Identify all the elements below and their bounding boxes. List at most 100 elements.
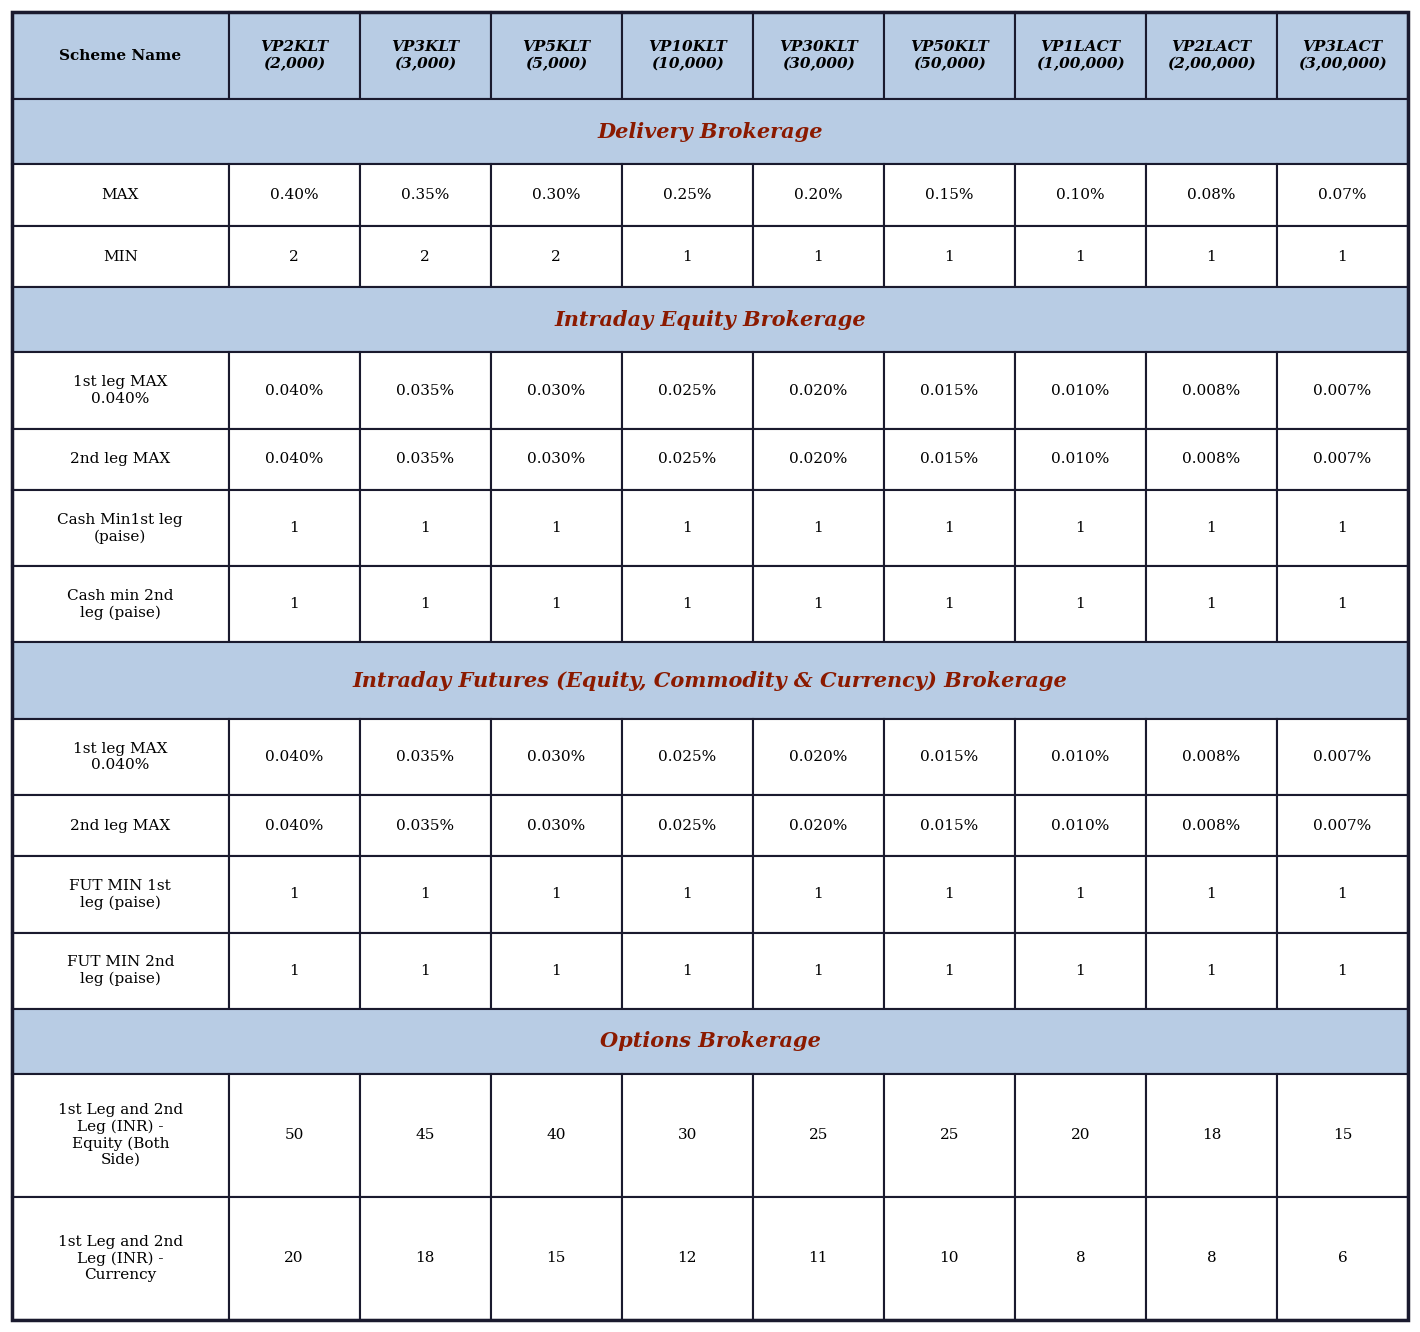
Text: VP3KLT
(3,000): VP3KLT (3,000) (391, 40, 459, 71)
Text: 1: 1 (290, 887, 300, 902)
Bar (753, 566, 883, 642)
Text: 0.35%: 0.35% (400, 188, 449, 202)
Text: 0.008%: 0.008% (1183, 384, 1241, 397)
Text: 0.007%: 0.007% (1314, 384, 1372, 397)
Bar (622, 164, 753, 226)
Bar (1277, 490, 1409, 566)
Bar (229, 164, 359, 226)
Text: 1: 1 (1075, 598, 1085, 611)
Bar (491, 795, 622, 856)
Text: 0.30%: 0.30% (532, 188, 581, 202)
Bar (1146, 719, 1277, 795)
Text: 1: 1 (814, 249, 824, 264)
Bar (359, 932, 491, 1008)
Bar (359, 856, 491, 932)
Bar (883, 566, 1015, 642)
Text: VP10KLT
(10,000): VP10KLT (10,000) (648, 40, 727, 71)
Text: 0.025%: 0.025% (657, 750, 716, 763)
Text: 0.025%: 0.025% (657, 819, 716, 832)
Text: VP2KLT
(2,000): VP2KLT (2,000) (260, 40, 328, 71)
Text: 25: 25 (940, 1128, 959, 1143)
Text: 0.040%: 0.040% (266, 453, 324, 466)
Bar (1277, 795, 1409, 856)
Text: Options Brokerage: Options Brokerage (599, 1031, 821, 1051)
Bar (229, 490, 359, 566)
Bar (622, 490, 753, 566)
Bar (1015, 490, 1146, 566)
Text: 0.10%: 0.10% (1056, 188, 1105, 202)
Text: 1: 1 (1207, 963, 1217, 978)
Bar (229, 719, 359, 795)
Text: Scheme Name: Scheme Name (60, 49, 182, 63)
Bar (622, 1197, 753, 1320)
Bar (491, 164, 622, 226)
Text: VP2LACT
(2,00,000): VP2LACT (2,00,000) (1167, 40, 1255, 71)
Bar (359, 353, 491, 429)
Bar (229, 226, 359, 288)
Bar (1277, 12, 1409, 100)
Bar (491, 932, 622, 1008)
Text: Cash min 2nd
leg (paise): Cash min 2nd leg (paise) (67, 589, 173, 619)
Bar (229, 856, 359, 932)
Text: 0.008%: 0.008% (1183, 819, 1241, 832)
Bar (1015, 353, 1146, 429)
Text: MIN: MIN (102, 249, 138, 264)
Bar (622, 1074, 753, 1197)
Bar (11, 100, 1409, 164)
Text: 0.015%: 0.015% (920, 750, 978, 763)
Bar (11, 1197, 229, 1320)
Text: 1: 1 (944, 963, 954, 978)
Text: 0.025%: 0.025% (657, 453, 716, 466)
Text: 1: 1 (944, 249, 954, 264)
Text: 1: 1 (1338, 887, 1348, 902)
Bar (622, 795, 753, 856)
Bar (11, 288, 1409, 353)
Bar (622, 353, 753, 429)
Text: 1: 1 (1338, 963, 1348, 978)
Bar (359, 490, 491, 566)
Bar (883, 719, 1015, 795)
Bar (1277, 429, 1409, 490)
Text: 0.020%: 0.020% (790, 750, 848, 763)
Bar (1277, 719, 1409, 795)
Text: 1: 1 (683, 249, 692, 264)
Bar (883, 429, 1015, 490)
Bar (491, 12, 622, 100)
Bar (1015, 429, 1146, 490)
Text: 40: 40 (547, 1128, 567, 1143)
Bar (1277, 1197, 1409, 1320)
Text: 0.015%: 0.015% (920, 819, 978, 832)
Text: 1: 1 (683, 887, 692, 902)
Bar (753, 353, 883, 429)
Text: 1: 1 (1075, 963, 1085, 978)
Bar (1146, 164, 1277, 226)
Text: VP30KLT
(30,000): VP30KLT (30,000) (780, 40, 858, 71)
Bar (883, 856, 1015, 932)
Bar (229, 795, 359, 856)
Bar (622, 719, 753, 795)
Text: 0.40%: 0.40% (270, 188, 318, 202)
Text: 0.035%: 0.035% (396, 819, 454, 832)
Bar (753, 226, 883, 288)
Bar (1146, 429, 1277, 490)
Text: 2: 2 (290, 249, 300, 264)
Bar (1146, 353, 1277, 429)
Text: 0.010%: 0.010% (1051, 819, 1109, 832)
Text: 1: 1 (551, 963, 561, 978)
Bar (229, 12, 359, 100)
Bar (11, 795, 229, 856)
Bar (11, 12, 229, 100)
Text: 2nd leg MAX: 2nd leg MAX (70, 453, 170, 466)
Bar (1015, 566, 1146, 642)
Text: 1: 1 (814, 598, 824, 611)
Bar (229, 1197, 359, 1320)
Bar (1015, 719, 1146, 795)
Text: 15: 15 (1333, 1128, 1352, 1143)
Bar (753, 164, 883, 226)
Bar (753, 932, 883, 1008)
Bar (883, 1074, 1015, 1197)
Text: VP5KLT
(5,000): VP5KLT (5,000) (523, 40, 591, 71)
Text: 11: 11 (808, 1251, 828, 1265)
Bar (11, 164, 229, 226)
Bar (491, 719, 622, 795)
